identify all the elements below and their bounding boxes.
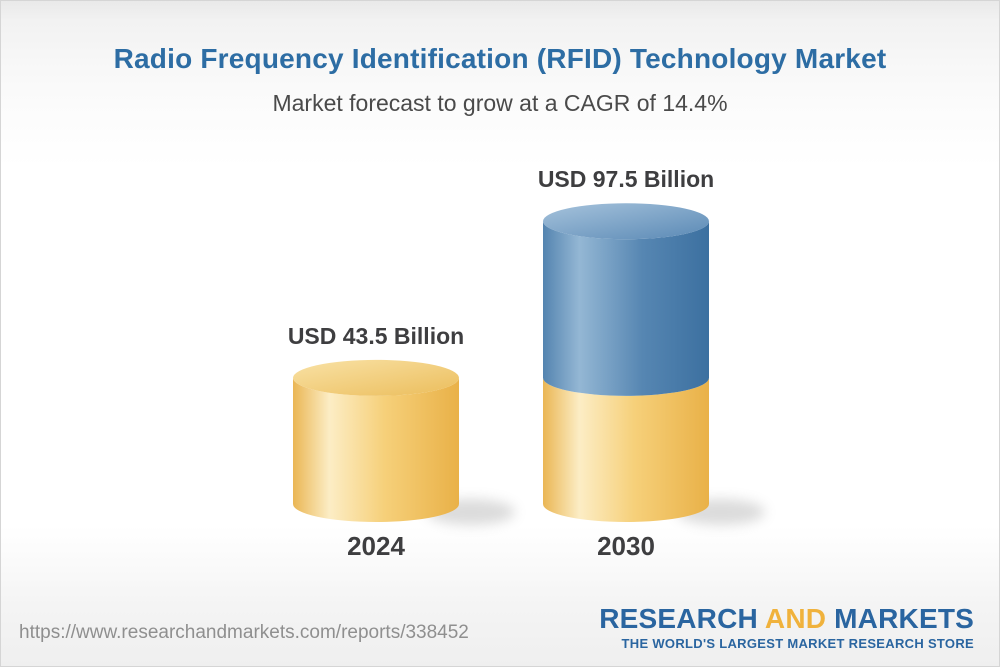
bar-value-label-2024: USD 43.5 Billion — [287, 322, 465, 349]
cylinder-segment-blue-2030 — [543, 221, 709, 396]
bar-value-label-2030: USD 97.5 Billion — [537, 166, 715, 193]
report-url: https://www.researchandmarkets.com/repor… — [19, 622, 469, 643]
page-subtitle: Market forecast to grow at a CAGR of 14.… — [272, 90, 728, 116]
cylinder-segment-gold-2030 — [543, 377, 709, 522]
logo-wordmark: RESEARCH AND MARKETS — [599, 605, 974, 633]
logo-and-word: AND — [764, 603, 827, 634]
page-title: Radio Frequency Identification (RFID) Te… — [113, 43, 887, 74]
cylinder-top-face-2030 — [543, 203, 709, 240]
logo-research-word: RESEARCH — [599, 603, 758, 634]
logo-markets-word: MARKETS — [834, 603, 974, 634]
bar-year-label-2030: 2030 — [597, 531, 655, 561]
cylinder-top-face-2024 — [293, 359, 459, 396]
logo-tagline: THE WORLD'S LARGEST MARKET RESEARCH STOR… — [621, 636, 974, 651]
researchandmarkets-logo: RESEARCH AND MARKETS THE WORLD'S LARGEST… — [599, 605, 974, 651]
bar-year-label-2024: 2024 — [347, 531, 405, 561]
cylinder-segment-gold-2024 — [293, 377, 459, 522]
